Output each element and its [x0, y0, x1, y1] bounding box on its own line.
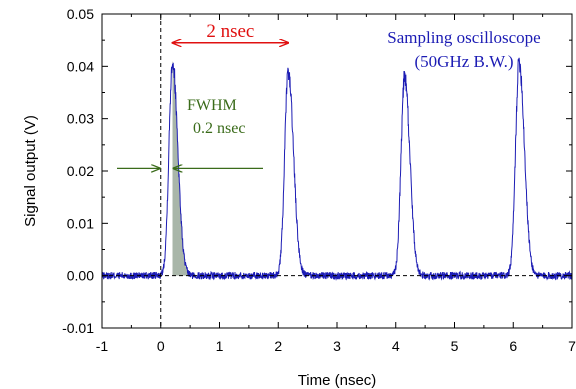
x-tick-label: 5	[451, 338, 459, 354]
fwhm-label-line2: 0.2 nsec	[193, 120, 245, 137]
reference-lines-layer	[102, 14, 572, 328]
x-tick-label: 2	[274, 338, 282, 354]
x-tick-label: 0	[157, 338, 165, 354]
y-tick-label: -0.01	[62, 320, 94, 336]
x-tick-label: 1	[216, 338, 224, 354]
y-tick-label: 0.04	[67, 58, 94, 74]
y-axis-title: Signal output (V)	[22, 115, 39, 227]
fwhm-shaded-area-layer	[172, 61, 194, 276]
x-tick-label: 7	[568, 338, 576, 354]
x-tick-label: 4	[392, 338, 400, 354]
signal-trace-layer	[101, 57, 573, 281]
x-tick-label: 6	[509, 338, 517, 354]
x-tick-label: -1	[96, 338, 109, 354]
axes-layer: -1 0 1 2 3 4 5 6 7 0.05 0.04 0.03 0.02 0.01 0.00 -0.01	[62, 6, 576, 354]
y-tick-label: 0.01	[67, 215, 94, 231]
annotations-layer: 2 nsec Sampling oscilloscope (50GHz B.W.…	[117, 21, 541, 169]
y-tick-label: 0.02	[67, 163, 94, 179]
fwhm-label-line1: FWHM	[187, 97, 237, 114]
x-axis-title: Time (nsec)	[298, 372, 377, 389]
instrument-label-line2: (50GHz B.W.)	[415, 52, 514, 71]
instrument-label-line1: Sampling oscilloscope	[387, 28, 540, 47]
signal-trace	[101, 57, 573, 281]
y-tick-label: 0.03	[67, 111, 94, 127]
fwhm-shaded-area	[172, 61, 194, 276]
y-tick-label: 0.00	[67, 268, 94, 284]
y-tick-label: 0.05	[67, 6, 94, 22]
x-tick-label: 3	[333, 338, 341, 354]
period-label: 2 nsec	[206, 21, 254, 42]
